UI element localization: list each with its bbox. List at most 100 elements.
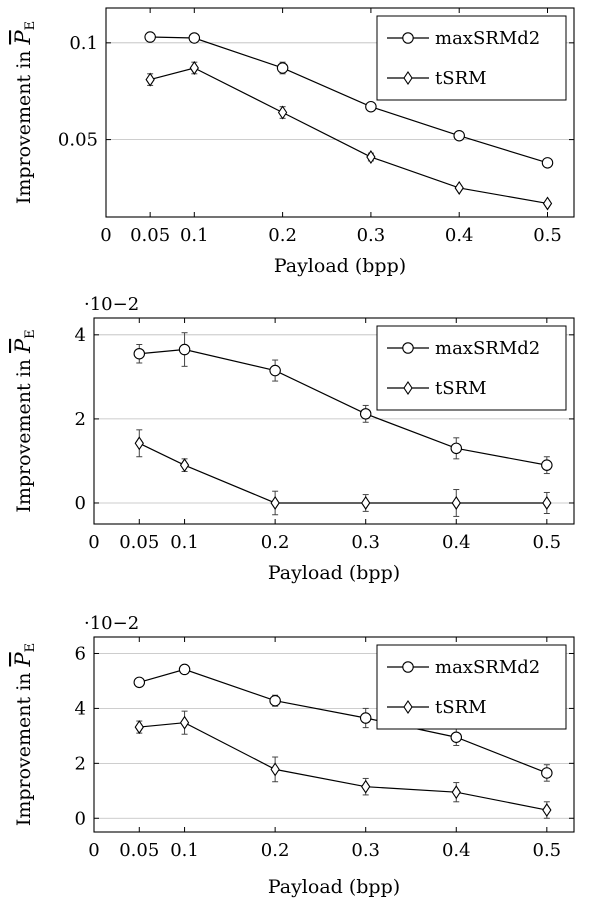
- y-axis-label: Improvement in PE: [11, 329, 38, 512]
- data-point: [359, 408, 372, 420]
- data-layer: [144, 31, 554, 211]
- y-scale-label: ·10−2: [84, 613, 139, 634]
- legend-marker: [402, 661, 414, 673]
- y-tick-label: 2: [75, 409, 86, 430]
- x-axis-label: Payload (bpp): [268, 562, 400, 584]
- y-tick-label: 6: [75, 643, 86, 664]
- x-tick-label: 0.5: [533, 225, 562, 246]
- data-point: [451, 495, 461, 510]
- data-point: [134, 436, 144, 451]
- x-tick-label: 0: [100, 225, 111, 246]
- data-point: [269, 364, 281, 377]
- y-axis-label-symbol: P: [11, 651, 35, 667]
- data-point: [542, 495, 552, 510]
- data-point: [541, 459, 553, 471]
- data-point: [453, 129, 465, 142]
- chart-panel-3: 0 0.05 0.1 0.2 0.3 0.4 0.5 0 2 4 6 Payload (bpp) Imp…: [11, 613, 575, 898]
- y-axis-label-symbol: P: [11, 338, 35, 354]
- x-tick-label: 0.4: [442, 532, 471, 553]
- plot-frame: [93, 636, 575, 833]
- y-tick-label: 0.1: [69, 33, 98, 54]
- legend-label: maxSRMd2: [435, 28, 540, 49]
- x-tick-label: 0.4: [445, 225, 474, 246]
- series-line-tSRM: [139, 722, 547, 811]
- legend-marker: [403, 700, 413, 714]
- data-point: [270, 762, 280, 777]
- y-axis-label-symbol: P: [11, 29, 35, 45]
- data-point: [133, 676, 146, 689]
- data-point: [541, 157, 554, 169]
- legend: maxSRMd2 tSRM: [376, 325, 567, 411]
- x-tick-label: 0.2: [268, 225, 297, 246]
- legend-box: [376, 15, 567, 101]
- data-point: [178, 343, 191, 356]
- x-tick-label: 0.05: [130, 225, 170, 246]
- data-point: [144, 31, 156, 43]
- legend-label: maxSRMd2: [435, 338, 540, 359]
- x-tick-label: 0.05: [119, 840, 159, 861]
- data-point: [451, 785, 461, 800]
- y-axis-label-text: Improvement in: [13, 359, 35, 513]
- data-point: [189, 60, 199, 75]
- series-tSRM: [145, 60, 553, 211]
- y-axis-label-subscript: E: [23, 643, 38, 653]
- data-point: [179, 715, 190, 730]
- data-layer: [133, 332, 553, 517]
- series-line-maxSRMd2: [139, 668, 548, 774]
- y-axis-label-text: Improvement in: [13, 672, 35, 826]
- data-point: [366, 150, 376, 165]
- x-tick-label: 0.2: [261, 532, 290, 553]
- legend-marker: [403, 71, 413, 85]
- y-tick-label: 4: [75, 698, 86, 719]
- x-tick-label: 0.1: [180, 225, 209, 246]
- x-tick-label: 0.3: [351, 840, 380, 861]
- data-point: [276, 62, 289, 74]
- x-axis-label: Payload (bpp): [274, 255, 406, 277]
- legend-marker: [402, 32, 414, 44]
- data-point: [542, 196, 553, 211]
- legend-marker: [403, 381, 413, 395]
- series-maxSRMd2: [133, 663, 553, 782]
- y-tick-label: 4: [75, 325, 86, 346]
- data-point: [277, 105, 288, 120]
- legend-label: maxSRMd2: [435, 657, 540, 678]
- series-line-maxSRMd2: [150, 36, 548, 164]
- x-axis-label: Payload (bpp): [268, 876, 400, 898]
- series-line-maxSRMd2: [139, 348, 547, 466]
- data-layer: [133, 663, 553, 819]
- series-tSRM: [134, 429, 552, 517]
- plot-frame: [93, 317, 575, 525]
- x-tick-label: 0.2: [261, 840, 290, 861]
- data-point: [188, 32, 201, 44]
- data-point: [359, 712, 372, 724]
- x-tick-label: 0.5: [533, 840, 562, 861]
- series-tSRM: [134, 710, 552, 819]
- data-point: [270, 495, 280, 510]
- y-scale-label: ·10−2: [84, 294, 139, 315]
- y-axis-label-subscript: E: [23, 21, 38, 31]
- data-point: [365, 100, 377, 113]
- x-tick-label: 0: [88, 840, 99, 861]
- y-tick-label: 0: [75, 493, 86, 514]
- chart-panel-1: 0 0.05 0.1 0.2 0.3 0.4 0.5 0.05 0.1 Payload (bpp)…: [11, 7, 575, 277]
- data-point: [179, 458, 190, 473]
- data-point: [133, 347, 146, 360]
- y-axis-label-subscript: E: [23, 329, 38, 339]
- data-point: [361, 495, 371, 510]
- chart-panel-2: 0 0.05 0.1 0.2 0.3 0.4 0.5 0 2 4 Payload (bpp) Impr…: [11, 294, 575, 584]
- data-point: [134, 720, 144, 735]
- data-point: [450, 731, 463, 743]
- x-tick-label: 0.5: [533, 532, 562, 553]
- y-axis-label: Improvement in PE: [11, 21, 38, 204]
- legend-label: tSRM: [435, 68, 487, 89]
- x-tick-label: 0.3: [357, 225, 386, 246]
- data-point: [145, 72, 155, 87]
- data-point: [450, 442, 463, 455]
- data-point: [542, 803, 552, 818]
- legend: maxSRMd2 tSRM: [376, 644, 567, 730]
- legend-box: [376, 325, 567, 411]
- series-line-tSRM: [139, 442, 547, 504]
- y-tick-label: 0.05: [58, 130, 98, 151]
- series-maxSRMd2: [144, 31, 554, 169]
